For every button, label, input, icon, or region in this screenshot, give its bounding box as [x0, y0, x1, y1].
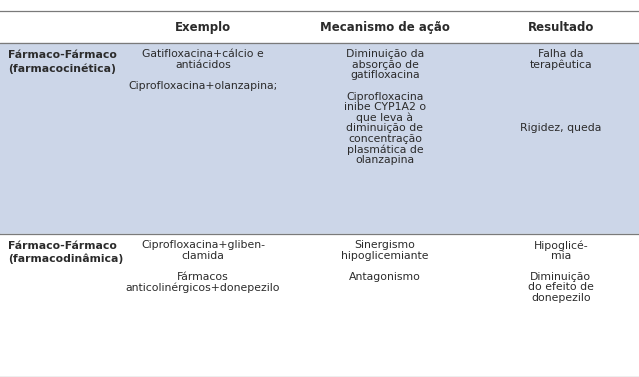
Text: Hipoglicé-: Hipoglicé-	[534, 240, 588, 251]
Text: Mecanismo de ação: Mecanismo de ação	[320, 21, 450, 34]
Text: gatifloxacina: gatifloxacina	[350, 70, 420, 80]
Text: clamida: clamida	[181, 251, 224, 261]
Text: mia: mia	[551, 251, 571, 261]
Text: Resultado: Resultado	[528, 21, 594, 34]
Text: que leva à: que leva à	[357, 113, 413, 123]
Text: olanzapina: olanzapina	[355, 155, 415, 165]
Text: terapêutica: terapêutica	[529, 60, 592, 70]
Text: Gatifloxacina+cálcio e: Gatifloxacina+cálcio e	[142, 49, 264, 60]
Text: Fármaco-Fármaco
(farmacodinâmica): Fármaco-Fármaco (farmacodinâmica)	[8, 241, 123, 264]
Text: concentração: concentração	[348, 133, 422, 144]
Text: plasmática de: plasmática de	[347, 144, 423, 155]
Text: Ciprofloxacina+gliben-: Ciprofloxacina+gliben-	[141, 240, 265, 250]
Text: diminuição de: diminuição de	[346, 123, 424, 133]
Text: Diminuição: Diminuição	[530, 272, 591, 282]
Text: Ciprofloxacina+olanzapina;: Ciprofloxacina+olanzapina;	[128, 81, 277, 91]
Text: Rigidez, queda: Rigidez, queda	[520, 123, 601, 133]
Text: anticolinérgicos+donepezilo: anticolinérgicos+donepezilo	[126, 282, 280, 293]
Text: do efeito de: do efeito de	[528, 282, 594, 292]
Text: absorção de: absorção de	[351, 60, 419, 70]
Text: Ciprofloxacina: Ciprofloxacina	[346, 92, 424, 101]
Text: inibe CYP1A2 o: inibe CYP1A2 o	[344, 102, 426, 112]
Bar	[0, 43, 639, 234]
Text: Fármaco-Fármaco
(farmacocinética): Fármaco-Fármaco (farmacocinética)	[8, 50, 116, 74]
Text: Exemplo: Exemplo	[175, 21, 231, 34]
Text: Antagonismo: Antagonismo	[349, 272, 421, 282]
Text: Sinergismo: Sinergismo	[355, 240, 415, 250]
Bar	[0, 234, 639, 377]
Text: Fármacos: Fármacos	[177, 272, 229, 282]
Text: Falha da: Falha da	[538, 49, 583, 60]
Text: Diminuição da: Diminuição da	[346, 49, 424, 60]
Text: hipoglicemiante: hipoglicemiante	[341, 251, 429, 261]
Text: antiácidos: antiácidos	[175, 60, 231, 70]
Text: donepezilo: donepezilo	[531, 293, 590, 303]
Bar	[0, 11, 639, 43]
